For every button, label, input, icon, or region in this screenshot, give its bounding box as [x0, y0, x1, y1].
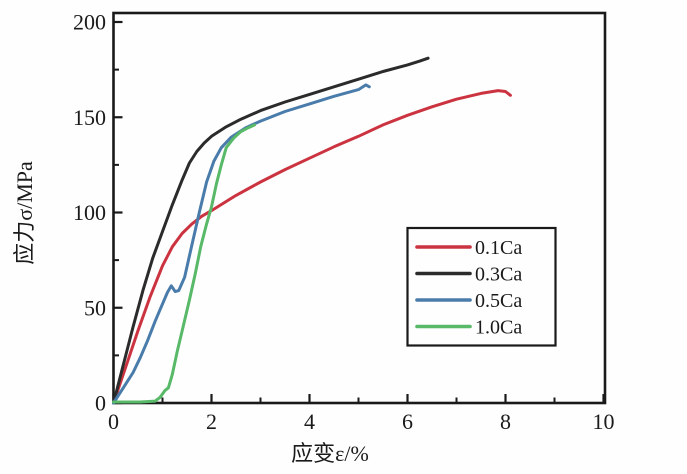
- y-axis-title: 应力σ/MPa: [12, 161, 37, 265]
- legend: 0.1Ca 0.3Ca 0.5Ca 1.0Ca: [406, 226, 557, 347]
- legend-label-0.5Ca: 0.5Ca: [475, 290, 522, 312]
- x-tick-label-10: 10: [593, 409, 615, 434]
- x-tick-label-8: 8: [500, 409, 511, 434]
- legend-entry-1.0Ca: 1.0Ca: [415, 317, 522, 339]
- x-tick-label-4: 4: [304, 409, 315, 434]
- y-tick-label-150: 150: [73, 105, 106, 130]
- curve-0.5Ca: [112, 83, 371, 405]
- y-tick-label-0: 0: [95, 391, 106, 416]
- legend-entry-0.5Ca: 0.5Ca: [415, 290, 522, 312]
- legend-label-0.1Ca: 0.1Ca: [475, 237, 522, 259]
- x-tick-label-6: 6: [402, 409, 413, 434]
- y-tick-label-200: 200: [73, 10, 106, 35]
- y-tick-label-100: 100: [73, 200, 106, 225]
- x-axis-title: 应变ε/%: [291, 441, 369, 466]
- x-tick-label-0: 0: [108, 409, 119, 434]
- legend-entry-0.3Ca: 0.3Ca: [415, 264, 522, 286]
- legend-entry-0.1Ca: 0.1Ca: [415, 237, 522, 259]
- curve-1.0Ca: [112, 123, 257, 404]
- x-tick-label-2: 2: [206, 409, 217, 434]
- curve-0.1Ca: [112, 89, 512, 405]
- curve-layer: [112, 56, 512, 405]
- legend-label-1.0Ca: 1.0Ca: [475, 317, 522, 339]
- legend-label-0.3Ca: 0.3Ca: [475, 264, 522, 286]
- y-tick-label-50: 50: [84, 295, 106, 320]
- curve-0.3Ca: [112, 56, 430, 405]
